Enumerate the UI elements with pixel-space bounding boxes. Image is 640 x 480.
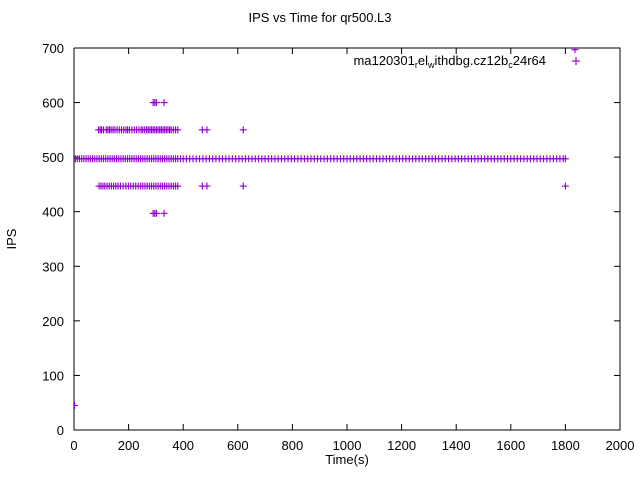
y-axis-label: IPS: [4, 228, 19, 249]
y-tick-label-3: 300: [42, 259, 64, 274]
x-tick-label-1: 200: [118, 438, 140, 453]
y-axis-ticks: 0 100 200 300 400 500 600 700: [42, 41, 620, 438]
data-point-layer: [74, 48, 579, 409]
plot-border: [73, 47, 621, 431]
y-tick-label-0: 0: [57, 423, 64, 438]
x-axis-label: Time(s): [325, 452, 369, 467]
data-points-clipped: [74, 48, 579, 409]
y-tick-label-5: 500: [42, 150, 64, 165]
x-tick-label-6: 1200: [387, 438, 416, 453]
legend: ma120301relwithdbg.cz12bc24r64: [353, 53, 580, 70]
x-tick-label-2: 400: [172, 438, 194, 453]
y-tick-label-4: 400: [42, 205, 64, 220]
x-axis-ticks: 0 200 400 600 800 1000 1200 1400 1600 1800 2000: [70, 48, 634, 453]
y-tick-label-7: 700: [42, 41, 64, 56]
legend-series-label: ma120301relwithdbg.cz12bc24r64: [353, 53, 546, 70]
x-tick-label-7: 1400: [442, 438, 471, 453]
x-tick-label-8: 1600: [496, 438, 525, 453]
x-tick-label-0: 0: [70, 438, 77, 453]
x-tick-label-3: 600: [227, 438, 249, 453]
x-tick-label-5: 1000: [333, 438, 362, 453]
x-tick-label-9: 1800: [551, 438, 580, 453]
x-tick-label-10: 2000: [606, 438, 635, 453]
x-tick-label-4: 800: [282, 438, 304, 453]
legend-marker-icon: [572, 57, 580, 65]
y-tick-label-2: 200: [42, 314, 64, 329]
chart-title: IPS vs Time for qr500.L3: [248, 10, 391, 25]
y-tick-label-1: 100: [42, 368, 64, 383]
y-tick-label-6: 600: [42, 96, 64, 111]
